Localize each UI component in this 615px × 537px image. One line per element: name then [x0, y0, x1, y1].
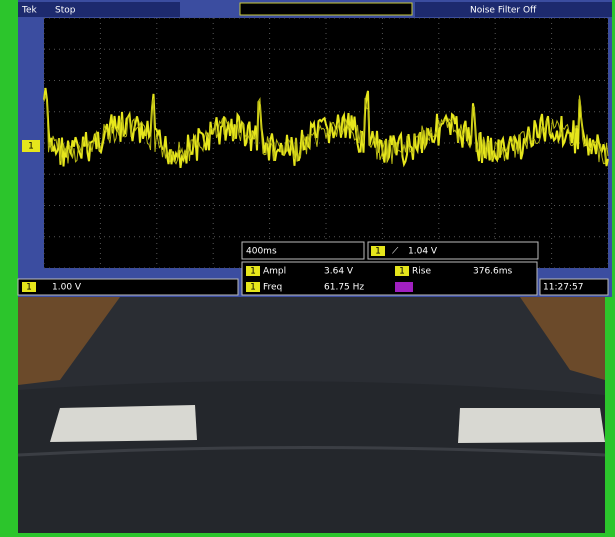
- channel-label: 1: [250, 267, 256, 277]
- trigger-slope: ⟋: [392, 247, 399, 257]
- status-bar: [18, 2, 180, 17]
- clock-box: [539, 278, 609, 296]
- measure-value: 61.75 Hz: [324, 283, 364, 293]
- shirt-seam: [17, 446, 606, 457]
- channel-marker: [395, 266, 409, 276]
- noise-filter: Noise Filter Off: [470, 6, 537, 16]
- measurements: 1 Ampl 3.64 V 1 Rise 376.6ms 1 Freq 61.75 Hz: [246, 266, 513, 293]
- timebase-box: [241, 241, 365, 260]
- channel-label: 1: [26, 283, 32, 293]
- trigger-level: 1.04 V: [408, 247, 438, 257]
- brand: Tek: [21, 6, 38, 16]
- channel-marker: [246, 282, 260, 292]
- channel-marker: [22, 140, 40, 152]
- channel-label: 1: [375, 247, 381, 257]
- measure-box: [241, 261, 538, 296]
- measure-name: Ampl: [263, 267, 286, 277]
- run-state: Stop: [55, 6, 76, 16]
- photo-background: [520, 297, 605, 380]
- measure-name: Rise: [412, 267, 431, 277]
- channel-marker: [246, 266, 260, 276]
- channel-label: 1: [399, 267, 405, 277]
- shirt: [18, 381, 605, 533]
- measure-value: 376.6ms: [473, 267, 513, 277]
- clock: 11:27:57: [543, 283, 583, 293]
- trigger-box: [367, 241, 539, 260]
- channel-marker: [22, 282, 36, 292]
- measure-value: 3.64 V: [324, 267, 354, 277]
- channel-marker: [371, 246, 385, 256]
- waveform: [43, 94, 609, 165]
- photo-background: [18, 297, 120, 385]
- channel-label: 1: [250, 283, 256, 293]
- status-bar: [415, 2, 612, 17]
- volts-per-div: 1.00 V: [52, 283, 82, 293]
- electrode-pad: [50, 405, 197, 442]
- electrode-pad: [458, 408, 605, 443]
- channel-box: [17, 278, 239, 296]
- measure-name: Freq: [263, 283, 282, 293]
- timebase: 400ms: [246, 247, 277, 257]
- record-bar: [239, 2, 413, 16]
- measure-marker: [395, 282, 413, 292]
- channel-label: 1: [28, 142, 34, 152]
